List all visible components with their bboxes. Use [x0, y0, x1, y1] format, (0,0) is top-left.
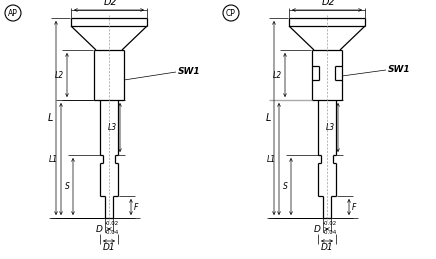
- Text: F: F: [352, 203, 356, 212]
- Text: D1: D1: [321, 243, 333, 252]
- Text: D2: D2: [104, 0, 118, 7]
- Text: L2: L2: [273, 70, 282, 80]
- Text: -0.04: -0.04: [323, 230, 337, 235]
- Text: L: L: [266, 113, 271, 123]
- Text: D2: D2: [322, 0, 336, 7]
- Text: -0.02: -0.02: [105, 221, 119, 226]
- Text: S: S: [65, 182, 70, 191]
- Text: AP: AP: [8, 9, 18, 18]
- Text: -0.04: -0.04: [105, 230, 119, 235]
- Text: L3: L3: [326, 123, 335, 132]
- Text: L1: L1: [267, 155, 276, 163]
- Text: CP: CP: [226, 9, 236, 18]
- Text: L2: L2: [55, 70, 64, 80]
- Text: SW1: SW1: [388, 64, 411, 74]
- Text: L: L: [48, 113, 53, 123]
- Text: SW1: SW1: [178, 67, 201, 76]
- Text: D: D: [96, 225, 103, 234]
- Text: L3: L3: [108, 123, 117, 132]
- Text: L1: L1: [49, 155, 58, 163]
- Text: S: S: [283, 182, 288, 191]
- Text: D: D: [314, 225, 321, 234]
- Text: D1: D1: [103, 243, 115, 252]
- Text: -0.02: -0.02: [323, 221, 337, 226]
- Text: F: F: [134, 203, 138, 212]
